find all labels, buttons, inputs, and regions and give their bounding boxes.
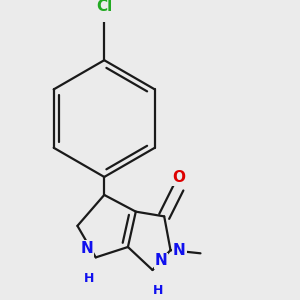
Text: H: H [84, 272, 94, 285]
Text: N: N [80, 241, 93, 256]
Text: H: H [153, 284, 164, 297]
Text: O: O [172, 170, 185, 185]
Text: N: N [154, 254, 167, 268]
Text: Cl: Cl [96, 0, 112, 14]
Text: N: N [173, 243, 186, 258]
